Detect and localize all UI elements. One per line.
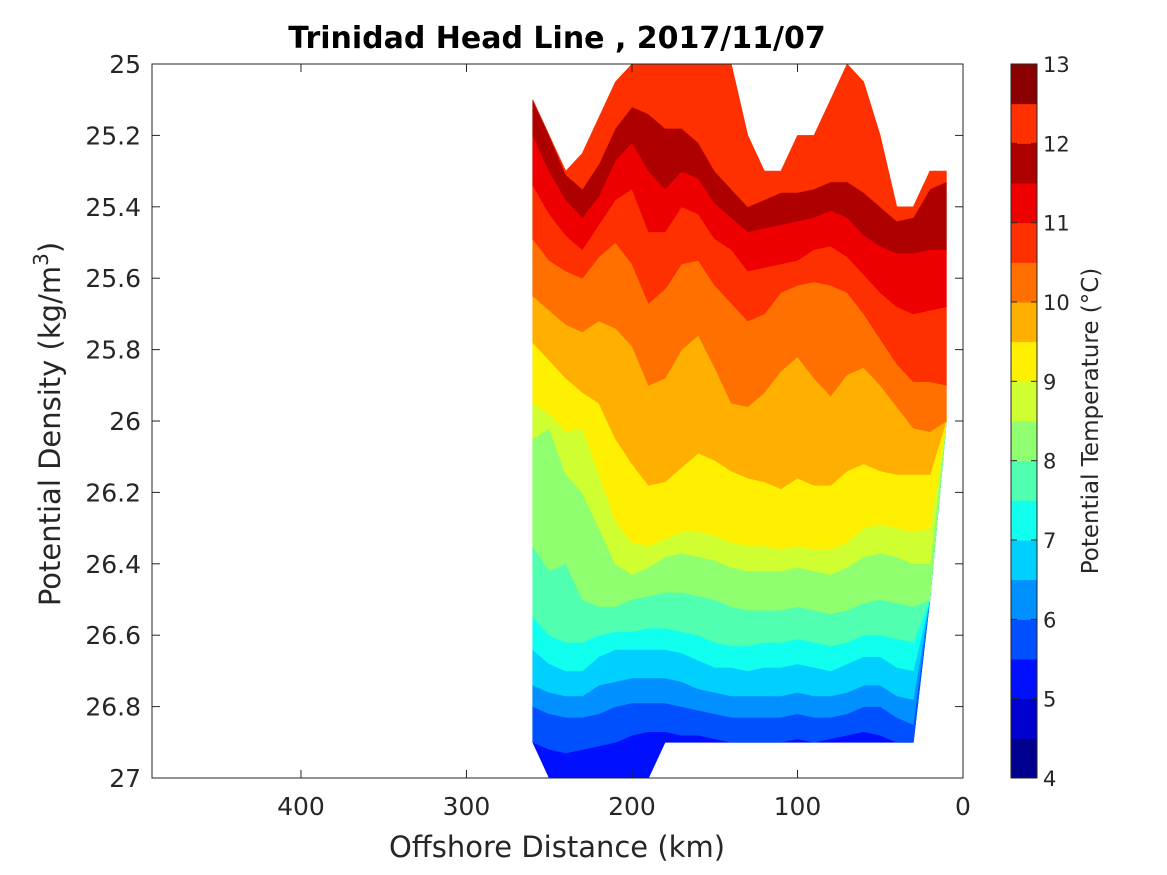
colorbar-tick-label: 5 bbox=[1043, 688, 1056, 712]
y-axis-label-end: ) bbox=[33, 242, 67, 253]
x-tick-label: 0 bbox=[955, 792, 971, 821]
chart-title: Trinidad Head Line , 2017/11/07 bbox=[288, 21, 825, 56]
y-tick-label: 26.6 bbox=[85, 621, 141, 650]
colorbar-tick-label: 8 bbox=[1043, 450, 1056, 474]
colorbar-tick-label: 7 bbox=[1043, 529, 1056, 553]
y-tick-label: 25.4 bbox=[85, 193, 141, 222]
colorbar-swatch bbox=[1011, 262, 1037, 303]
colorbar-tick-label: 9 bbox=[1043, 370, 1056, 394]
x-tick-label: 100 bbox=[774, 792, 822, 821]
colorbar-swatch bbox=[1011, 500, 1037, 541]
y-axis-label-main: Potential Density (kg/m bbox=[33, 266, 67, 606]
contour-band-14 bbox=[532, 64, 947, 222]
y-tick-label: 25.6 bbox=[85, 264, 141, 293]
colorbar-tick-label: 11 bbox=[1043, 212, 1070, 236]
x-tick-label: 300 bbox=[443, 792, 491, 821]
colorbar-swatch bbox=[1011, 460, 1037, 501]
colorbar bbox=[1011, 64, 1037, 779]
colorbar-ticks: 4 5 6 7 8 9 10 11 12 13 bbox=[1011, 53, 1070, 791]
x-axis: 400 300 200 100 0 bbox=[277, 64, 971, 821]
y-tick-label: 25.8 bbox=[85, 336, 141, 365]
y-tick-label: 25.2 bbox=[85, 121, 141, 150]
x-tick-label: 400 bbox=[277, 792, 325, 821]
y-tick-label: 26.2 bbox=[85, 478, 141, 507]
y-tick-label: 25 bbox=[109, 50, 141, 79]
colorbar-swatch bbox=[1011, 659, 1037, 700]
colorbar-swatch bbox=[1011, 103, 1037, 144]
y-tick-label: 26.8 bbox=[85, 693, 141, 722]
colorbar-swatch bbox=[1011, 698, 1037, 739]
filled-contours bbox=[532, 64, 947, 778]
y-tick-label: 27 bbox=[109, 764, 141, 793]
y-axis: 25 25.2 25.4 25.6 25.8 26 26.2 26.4 26.6 26.8 27 bbox=[85, 50, 963, 793]
colorbar-tick-label: 6 bbox=[1043, 608, 1056, 632]
colorbar-swatch bbox=[1011, 143, 1037, 184]
colorbar-swatch bbox=[1011, 341, 1037, 382]
colorbar-tick-label: 4 bbox=[1043, 767, 1056, 791]
colorbar-tick-label: 10 bbox=[1043, 291, 1070, 315]
y-axis-label: Potential Density (kg/m3) bbox=[29, 242, 67, 606]
y-tick-label: 26.4 bbox=[85, 550, 141, 579]
x-axis-label: Offshore Distance (km) bbox=[389, 830, 725, 864]
colorbar-swatch bbox=[1011, 183, 1037, 224]
y-axis-label-superscript: 3 bbox=[29, 253, 53, 266]
colorbar-tick-label: 13 bbox=[1043, 53, 1070, 77]
colorbar-swatch bbox=[1011, 381, 1037, 422]
y-tick-label: 26 bbox=[109, 407, 141, 436]
colorbar-swatch bbox=[1011, 579, 1037, 620]
x-tick-label: 200 bbox=[608, 792, 656, 821]
colorbar-label: Potential Temperature (°C) bbox=[1078, 268, 1104, 575]
colorbar-swatch bbox=[1011, 738, 1037, 779]
colorbar-swatch bbox=[1011, 222, 1037, 263]
colorbar-swatch bbox=[1011, 421, 1037, 462]
colorbar-swatch bbox=[1011, 64, 1037, 105]
colorbar-tick-label: 12 bbox=[1043, 132, 1070, 156]
colorbar-swatch bbox=[1011, 619, 1037, 660]
colorbar-swatch bbox=[1011, 540, 1037, 581]
colorbar-swatch bbox=[1011, 302, 1037, 343]
colorbar-frame bbox=[1010, 63, 1038, 779]
